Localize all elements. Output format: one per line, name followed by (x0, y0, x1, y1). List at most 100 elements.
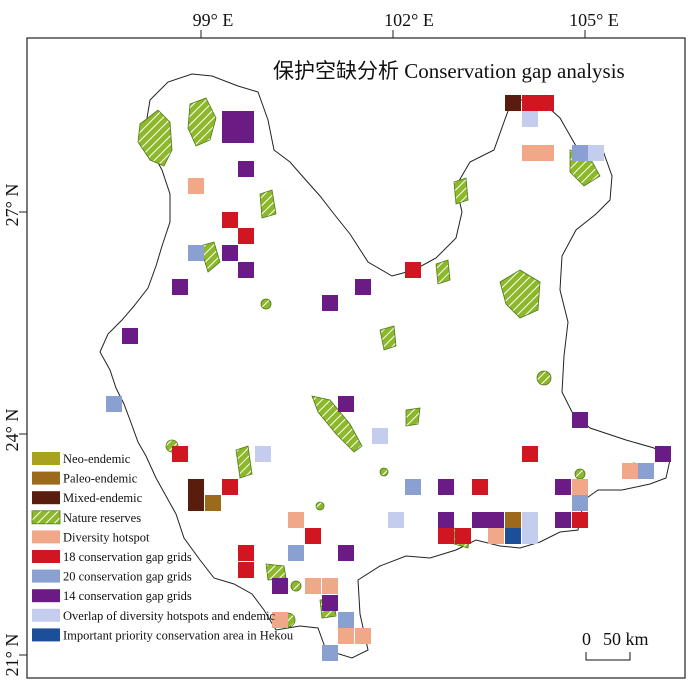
grid-cell (205, 495, 221, 511)
longitude-label-99: 99° E (193, 10, 234, 30)
grid-cell (572, 412, 588, 428)
nature-reserve (259, 189, 277, 219)
grid-cell (522, 528, 538, 544)
grid-cell (222, 127, 238, 143)
grid-cell (555, 479, 571, 495)
nature-reserve (536, 370, 552, 386)
grid-cell (322, 595, 338, 611)
map-title: 保护空缺分析 Conservation gap analysis (273, 59, 625, 83)
legend-swatch (32, 471, 60, 485)
nature-reserve (260, 298, 272, 310)
latitude-label-24: 24° N (2, 409, 22, 452)
grid-cell (655, 446, 671, 462)
nature-reserve (311, 395, 363, 453)
grid-cell (238, 111, 254, 127)
grid-cell (505, 95, 521, 111)
map-legend: Neo-endemic Paleo-endemic Mixed-endemic Nat… (31, 452, 294, 642)
grid-cell (188, 479, 204, 495)
grid-cell (522, 111, 538, 127)
grid-cell (188, 495, 204, 511)
grid-cell (355, 628, 371, 644)
grid-cell (538, 145, 554, 161)
grid-cell (438, 512, 454, 528)
grid-cell (438, 479, 454, 495)
legend-swatch (32, 569, 60, 583)
scale-bar-zero: 0 (582, 629, 591, 649)
grid-cell (572, 479, 588, 495)
grid-cell (472, 512, 488, 528)
grid-cell (405, 479, 421, 495)
grid-cell (355, 279, 371, 295)
legend-label: Nature reserves (63, 511, 141, 525)
latitude-label-27: 27° N (2, 184, 22, 227)
scale-bar-distance: 50 km (603, 629, 649, 649)
longitude-label-102: 102° E (384, 10, 434, 30)
grid-cell (405, 262, 421, 278)
grid-cell (472, 479, 488, 495)
grid-cell (222, 212, 238, 228)
grid-cell (222, 245, 238, 261)
grid-cell (372, 428, 388, 444)
grid-cell (222, 479, 238, 495)
legend-swatch (32, 628, 60, 642)
nature-reserve (315, 501, 325, 511)
nature-reserve (405, 407, 421, 427)
grid-cell (522, 95, 538, 111)
grid-cell (388, 512, 404, 528)
grid-cell (238, 545, 254, 561)
grid-cell (338, 628, 354, 644)
grid-cell (338, 612, 354, 628)
nature-reserve (435, 259, 451, 285)
grid-cell (588, 145, 604, 161)
grid-cell (172, 279, 188, 295)
nature-reserve (379, 467, 389, 477)
grid-cell (238, 228, 254, 244)
grid-cell (438, 528, 454, 544)
grid-cell (555, 512, 571, 528)
grid-cell (505, 512, 521, 528)
legend-swatch (32, 530, 60, 544)
grid-cell (338, 396, 354, 412)
grid-cell (106, 396, 122, 412)
grid-cell (222, 111, 238, 127)
nature-reserve (235, 445, 253, 479)
grid-cell (488, 528, 504, 544)
legend-label: Diversity hotspot (63, 530, 150, 544)
legend-label: Neo-endemic (63, 452, 131, 466)
grid-cell (188, 178, 204, 194)
legend-swatch (32, 608, 60, 622)
legend-label: 20 conservation gap grids (63, 570, 192, 584)
nature-reserve (574, 468, 586, 480)
grid-cell (305, 528, 321, 544)
nature-reserve (265, 563, 287, 581)
grid-cell (238, 161, 254, 177)
grid-cell (455, 528, 471, 544)
grid-cell (338, 545, 354, 561)
grid-cell (622, 463, 638, 479)
grid-cell (288, 545, 304, 561)
grid-cell (188, 245, 204, 261)
legend-label: 14 conservation gap grids (63, 589, 192, 603)
grid-cell (505, 528, 521, 544)
nature-reserve (199, 241, 221, 273)
grid-cell (172, 446, 188, 462)
grid-cell (288, 512, 304, 528)
grid-cell (238, 127, 254, 143)
legend-label: Mixed-endemic (63, 491, 143, 505)
grid-cell (322, 645, 338, 661)
grid-cell (638, 463, 654, 479)
grid-cell (272, 578, 288, 594)
legend-label: Paleo-endemic (63, 472, 138, 486)
nature-reserve (499, 269, 541, 319)
nature-reserve (290, 580, 302, 592)
grid-cell (255, 446, 271, 462)
grid-cell (122, 328, 138, 344)
legend-swatch (32, 550, 60, 563)
grid-cell (272, 612, 288, 628)
grid-cell (238, 262, 254, 278)
nature-reserve (187, 97, 217, 147)
legend-swatch (32, 589, 60, 603)
grid-cell (488, 512, 504, 528)
graticule-ticks (19, 30, 586, 656)
